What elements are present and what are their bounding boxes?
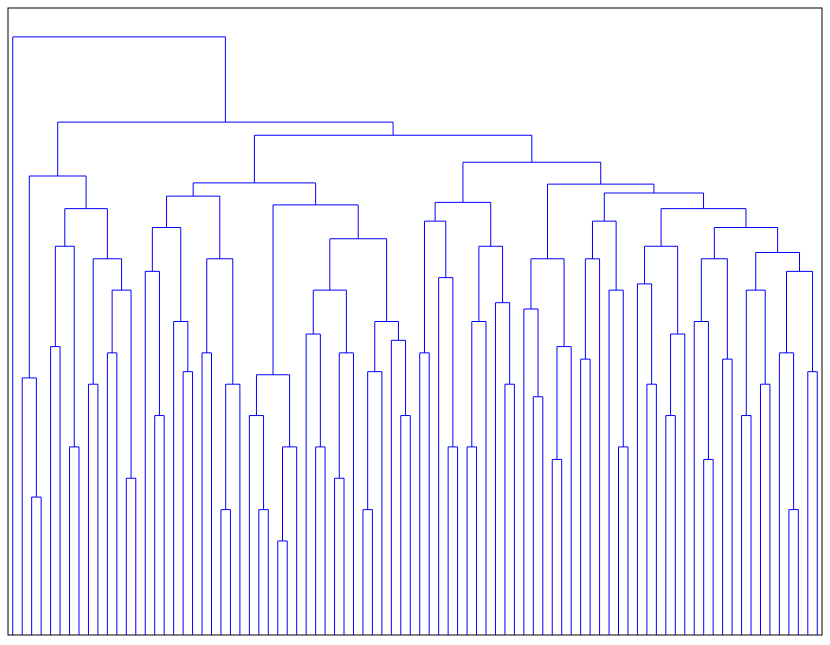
plot-frame [7, 7, 823, 636]
